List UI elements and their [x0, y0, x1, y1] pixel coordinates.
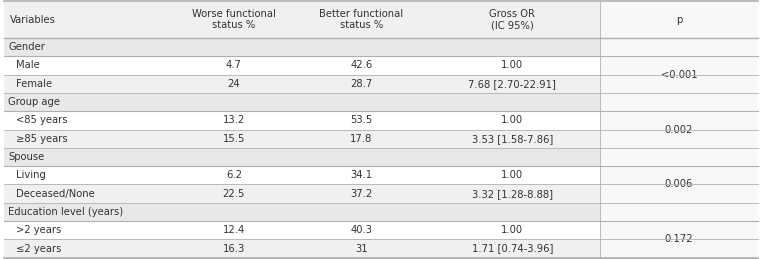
Text: 15.5: 15.5 — [223, 134, 245, 144]
Text: 28.7: 28.7 — [351, 79, 373, 89]
Bar — [600, 148, 758, 166]
Text: <85 years: <85 years — [16, 115, 67, 125]
Bar — [600, 203, 758, 221]
Text: 3.53 [1.58-7.86]: 3.53 [1.58-7.86] — [472, 134, 553, 144]
Text: 53.5: 53.5 — [351, 115, 373, 125]
Text: 1.00: 1.00 — [501, 170, 523, 180]
Text: 4.7: 4.7 — [226, 60, 242, 70]
Bar — [4, 148, 600, 166]
Text: Male: Male — [16, 60, 40, 70]
Text: 0.006: 0.006 — [664, 179, 693, 189]
Text: 6.2: 6.2 — [226, 170, 242, 180]
Text: Worse functional
status %: Worse functional status % — [192, 9, 276, 30]
Bar — [600, 75, 758, 93]
Bar — [4, 203, 600, 221]
Text: Gross OR
(IC 95%): Gross OR (IC 95%) — [489, 9, 535, 30]
Bar — [4, 130, 600, 148]
Text: Variables: Variables — [10, 15, 56, 25]
Text: 24: 24 — [228, 79, 240, 89]
Text: ≥85 years: ≥85 years — [16, 134, 68, 144]
Bar — [600, 111, 758, 130]
Bar — [600, 221, 758, 239]
Text: >2 years: >2 years — [16, 225, 61, 235]
Text: 1.71 [0.74-3.96]: 1.71 [0.74-3.96] — [472, 243, 553, 254]
Text: Better functional
status %: Better functional status % — [319, 9, 403, 30]
Bar — [4, 184, 600, 203]
Text: Female: Female — [16, 79, 52, 89]
Text: ≤2 years: ≤2 years — [16, 243, 61, 254]
Bar — [600, 184, 758, 203]
Text: p: p — [676, 15, 682, 25]
Text: <0.001: <0.001 — [661, 70, 697, 80]
Text: Gender: Gender — [8, 42, 45, 52]
Bar — [600, 56, 758, 75]
Text: 3.32 [1.28-8.88]: 3.32 [1.28-8.88] — [472, 189, 552, 199]
Text: 17.8: 17.8 — [351, 134, 373, 144]
Bar — [4, 93, 600, 111]
Bar — [600, 130, 758, 148]
Text: 1.00: 1.00 — [501, 115, 523, 125]
Text: Spouse: Spouse — [8, 152, 45, 162]
Text: 37.2: 37.2 — [351, 189, 373, 199]
Bar — [4, 1, 758, 38]
Bar — [600, 166, 758, 184]
Text: 13.2: 13.2 — [223, 115, 245, 125]
Text: 40.3: 40.3 — [351, 225, 373, 235]
Bar — [600, 239, 758, 258]
Text: 22.5: 22.5 — [223, 189, 245, 199]
Text: Living: Living — [16, 170, 46, 180]
Text: Deceased/None: Deceased/None — [16, 189, 94, 199]
Text: 0.172: 0.172 — [664, 234, 693, 244]
Bar — [4, 38, 600, 56]
Text: Education level (years): Education level (years) — [8, 207, 123, 217]
Text: 12.4: 12.4 — [223, 225, 245, 235]
Text: 1.00: 1.00 — [501, 225, 523, 235]
Bar — [4, 239, 600, 258]
Text: 7.68 [2.70-22.91]: 7.68 [2.70-22.91] — [469, 79, 556, 89]
Text: Group age: Group age — [8, 97, 60, 107]
Bar — [600, 38, 758, 56]
Bar — [4, 111, 600, 130]
Bar — [600, 93, 758, 111]
Bar — [4, 56, 600, 75]
Text: 31: 31 — [355, 243, 368, 254]
Bar — [600, 1, 758, 38]
Text: 0.002: 0.002 — [664, 125, 693, 134]
Text: 1.00: 1.00 — [501, 60, 523, 70]
Text: 16.3: 16.3 — [223, 243, 245, 254]
Bar — [4, 75, 600, 93]
Bar — [4, 166, 600, 184]
Text: 34.1: 34.1 — [351, 170, 373, 180]
Bar — [4, 221, 600, 239]
Text: 42.6: 42.6 — [351, 60, 373, 70]
